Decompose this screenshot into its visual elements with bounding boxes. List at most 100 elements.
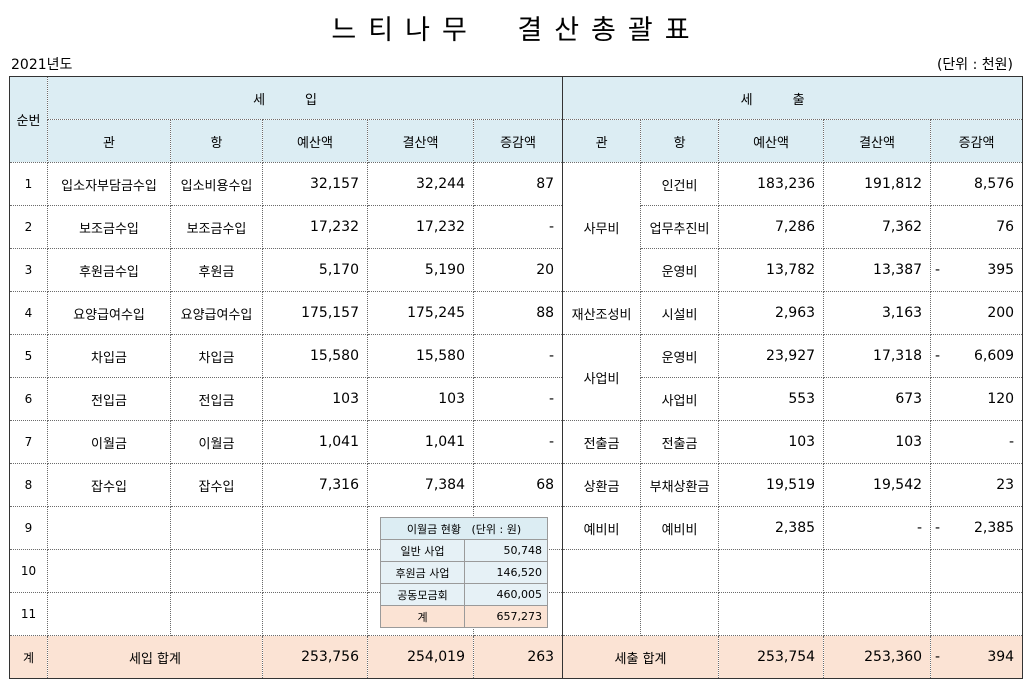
header-expense: 세출 <box>562 76 1024 120</box>
expense-diff: 76 <box>930 205 1024 249</box>
income-gwan: 차입금 <box>47 334 171 378</box>
income-gwan: 요양급여수입 <box>47 291 171 335</box>
income-diff: 20 <box>472 248 564 292</box>
expense-hang: 운영비 <box>640 248 720 292</box>
income-diff: 88 <box>472 291 564 335</box>
expense-settle: - <box>823 506 932 550</box>
header-income-gwan: 관 <box>47 119 171 163</box>
carryover-status-table: 이월금 현황 (단위 : 원) 일반 사업 50,748 후원금 사업 146,… <box>380 517 548 628</box>
expense-total-diff: -394 <box>930 635 1024 679</box>
income-diff: - <box>472 334 564 378</box>
row-number: 5 <box>9 334 48 378</box>
header-income-settle: 결산액 <box>367 119 474 163</box>
income-hang: 전입금 <box>170 377 263 421</box>
expense-diff: - <box>930 420 1024 464</box>
carryover-label: 후원금 사업 <box>380 561 465 584</box>
expense-diff <box>930 549 1024 593</box>
expense-diff <box>930 592 1024 636</box>
expense-total-settle: 253,360 <box>823 635 932 679</box>
carryover-value: 50,748 <box>464 539 548 562</box>
expense-budget: 2,385 <box>718 506 825 550</box>
carryover-value: 460,005 <box>464 583 548 606</box>
expense-settle <box>823 549 932 593</box>
header-income-diff: 증감액 <box>472 119 564 163</box>
expense-budget: 13,782 <box>718 248 825 292</box>
income-hang: 보조금수입 <box>170 205 263 249</box>
row-number: 8 <box>9 463 48 507</box>
expense-settle: 191,812 <box>823 162 932 206</box>
income-gwan: 잡수입 <box>47 463 171 507</box>
income-gwan: 후원금수입 <box>47 248 171 292</box>
header-expense-gwan: 관 <box>562 119 642 163</box>
row-number: 9 <box>9 506 48 550</box>
row-number: 10 <box>9 549 48 593</box>
row-number: 6 <box>9 377 48 421</box>
expense-budget: 7,286 <box>718 205 825 249</box>
income-gwan: 전입금 <box>47 377 171 421</box>
table-row: 4 요양급여수입 요양급여수입 175,157 175,245 88 재산조성비… <box>9 291 1024 335</box>
expense-budget: 2,963 <box>718 291 825 335</box>
income-settle: 7,384 <box>367 463 474 507</box>
income-gwan: 이월금 <box>47 420 171 464</box>
table-row: 2 보조금수입 보조금수입 17,232 17,232 - 업무추진비 7,28… <box>9 205 1024 249</box>
income-settle: 103 <box>367 377 474 421</box>
expense-settle: 103 <box>823 420 932 464</box>
income-budget <box>262 549 368 593</box>
income-budget: 32,157 <box>262 162 368 206</box>
header-income: 세입 <box>46 76 564 120</box>
expense-budget: 553 <box>718 377 825 421</box>
table-row: 7 이월금 이월금 1,041 1,041 - 전출금 전출금 103 103 … <box>9 420 1024 464</box>
expense-diff: -6,609 <box>930 334 1024 378</box>
expense-settle <box>823 592 932 636</box>
income-gwan <box>47 549 171 593</box>
income-total-diff: 263 <box>472 635 564 679</box>
expense-hang: 운영비 <box>640 334 720 378</box>
income-hang: 요양급여수입 <box>170 291 263 335</box>
expense-diff: 120 <box>930 377 1024 421</box>
expense-settle: 673 <box>823 377 932 421</box>
expense-budget: 23,927 <box>718 334 825 378</box>
carryover-label: 일반 사업 <box>380 539 465 562</box>
income-budget <box>262 592 368 636</box>
header-expense-settle: 결산액 <box>823 119 932 163</box>
income-budget: 1,041 <box>262 420 368 464</box>
income-hang <box>170 592 263 636</box>
income-hang <box>170 506 263 550</box>
income-hang: 잡수입 <box>170 463 263 507</box>
row-number: 2 <box>9 205 48 249</box>
page-title: 느티나무 결산총괄표 <box>331 15 702 46</box>
expense-gwan-asset: 재산조성비 <box>562 291 642 335</box>
expense-hang: 부채상환금 <box>640 463 720 507</box>
expense-settle: 3,163 <box>823 291 932 335</box>
carryover-label: 공동모금회 <box>380 583 465 606</box>
income-diff: - <box>472 205 564 249</box>
header-expense-budget: 예산액 <box>718 119 825 163</box>
expense-gwan-project: 사업비 <box>562 334 642 421</box>
income-budget: 175,157 <box>262 291 368 335</box>
income-settle: 175,245 <box>367 291 474 335</box>
expense-budget <box>718 549 825 593</box>
income-diff: - <box>472 420 564 464</box>
carryover-title: 이월금 현황 (단위 : 원) <box>380 517 548 540</box>
header-row-2: 관 항 예산액 결산액 증감액 관 항 예산액 결산액 증감액 <box>10 119 1024 163</box>
table-row: 8 잡수입 잡수입 7,316 7,384 68 상환금 부채상환금 19,51… <box>9 463 1024 507</box>
row-number: 1 <box>9 162 48 206</box>
expense-budget: 19,519 <box>718 463 825 507</box>
unit-label: (단위 : 천원) <box>936 57 1013 73</box>
expense-gwan-transfer: 전출금 <box>562 420 642 464</box>
income-budget: 17,232 <box>262 205 368 249</box>
income-hang: 후원금 <box>170 248 263 292</box>
expense-hang <box>640 549 720 593</box>
income-budget: 5,170 <box>262 248 368 292</box>
income-gwan <box>47 592 171 636</box>
income-settle: 17,232 <box>367 205 474 249</box>
expense-hang: 인건비 <box>640 162 720 206</box>
expense-gwan <box>562 592 642 636</box>
expense-hang: 업무추진비 <box>640 205 720 249</box>
table-row: 5 차입금 차입금 15,580 15,580 - 사업비 운영비 23,927… <box>9 334 1024 421</box>
expense-diff: 200 <box>930 291 1024 335</box>
fiscal-year: 2021년도 <box>11 57 73 73</box>
income-total-label: 세입 합계 <box>47 635 263 679</box>
income-diff: - <box>472 377 564 421</box>
income-budget: 7,316 <box>262 463 368 507</box>
